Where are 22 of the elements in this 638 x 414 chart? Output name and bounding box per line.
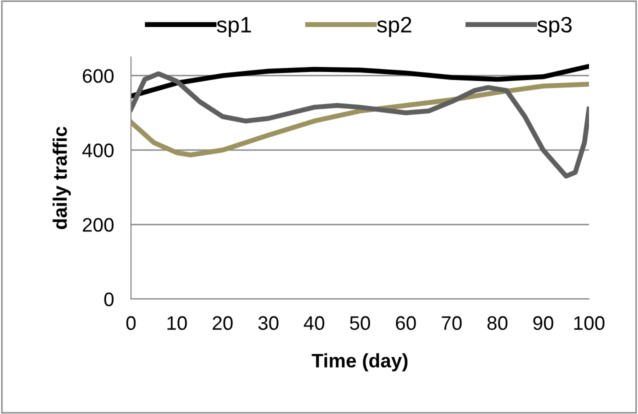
x-tick-label: 10 bbox=[167, 316, 187, 330]
x-tick-label: 40 bbox=[304, 316, 324, 330]
x-axis-title: Time (day) bbox=[312, 353, 408, 372]
x-tick-label: 60 bbox=[396, 316, 416, 330]
x-tick-label: 90 bbox=[533, 316, 554, 330]
legend-label: sp3 bbox=[537, 16, 572, 37]
x-tick-label: 0 bbox=[126, 316, 136, 330]
x-tick-label: 100 bbox=[574, 316, 604, 330]
y-tick-label: 200 bbox=[82, 218, 114, 232]
x-tick-label: 30 bbox=[258, 316, 278, 330]
x-tick-label: 20 bbox=[212, 316, 233, 330]
y-tick-label: 400 bbox=[82, 144, 114, 158]
line-series bbox=[131, 71, 589, 179]
y-tick-label: 0 bbox=[104, 292, 114, 306]
x-tick-label: 80 bbox=[487, 316, 508, 330]
y-axis-title: daily traffic bbox=[52, 126, 71, 230]
legend-label: sp1 bbox=[216, 17, 252, 37]
x-tick-label: 50 bbox=[350, 316, 370, 330]
y-tick-label: 600 bbox=[82, 69, 114, 83]
legend-label: sp2 bbox=[377, 16, 412, 37]
line-series bbox=[131, 64, 589, 99]
x-tick-label: 70 bbox=[442, 316, 462, 330]
